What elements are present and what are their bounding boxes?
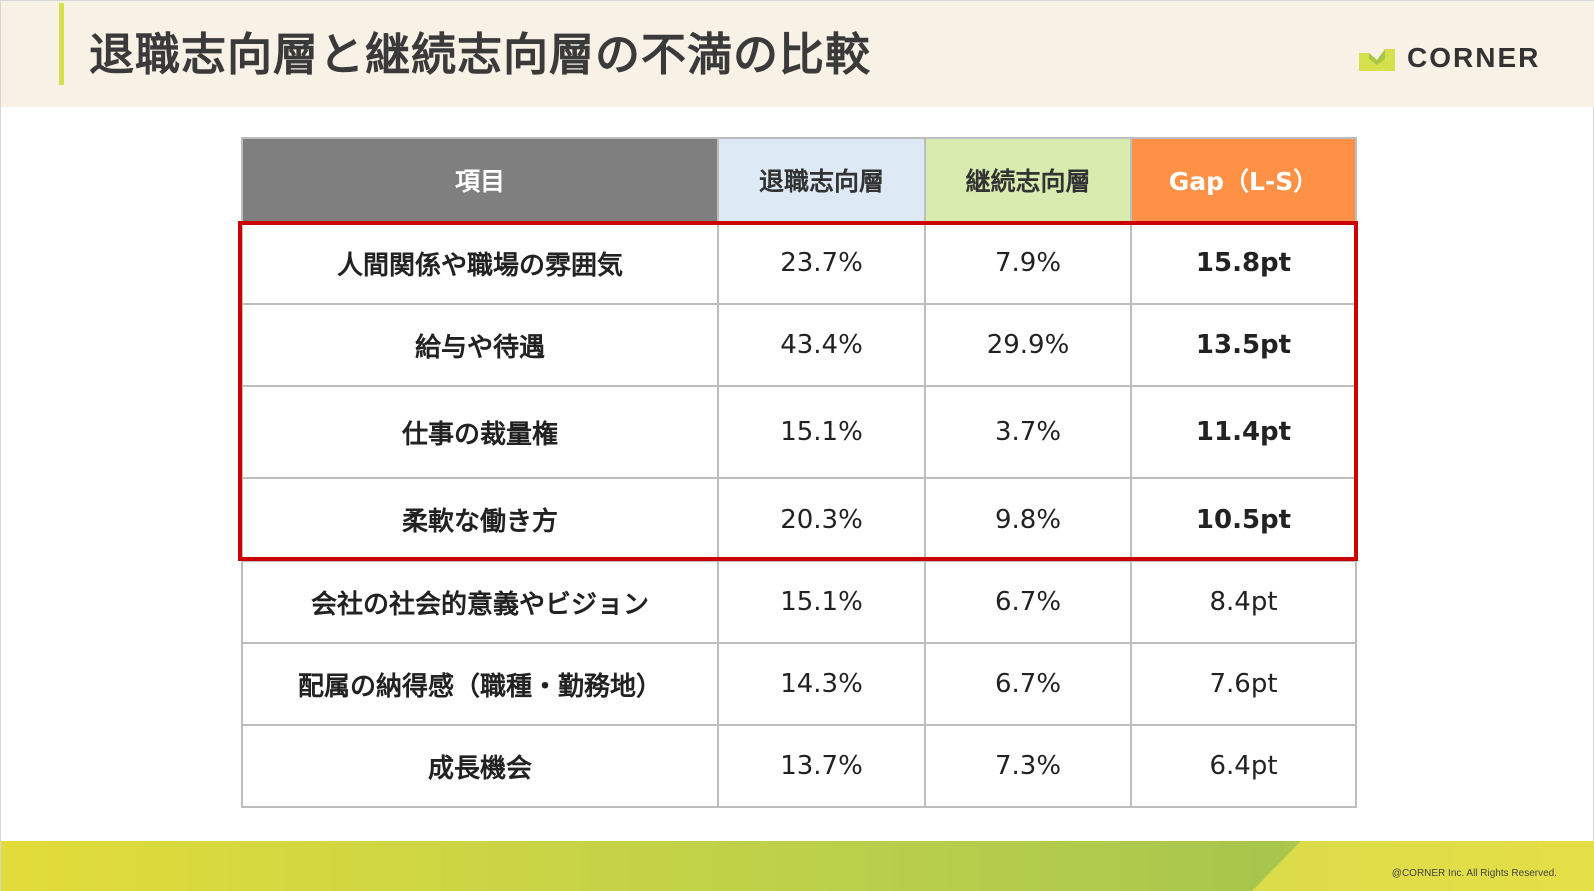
copyright-text: @CORNER Inc. All Rights Reserved. bbox=[1391, 868, 1557, 879]
table-row: 配属の納得感（職種・勤務地） 14.3% 6.7% 7.6pt bbox=[241, 642, 1357, 726]
table-row: 会社の社会的意義やビジョン 15.1% 6.7% 8.4pt bbox=[241, 560, 1357, 644]
stay-value: 9.8% bbox=[924, 477, 1132, 562]
header-stay-group: 継続志向層 bbox=[924, 137, 1132, 223]
item-cell: 人間関係や職場の雰囲気 bbox=[241, 221, 719, 305]
stay-value: 3.7% bbox=[924, 385, 1132, 479]
gap-value: 7.6pt bbox=[1130, 642, 1357, 726]
title-accent-bar bbox=[59, 3, 64, 85]
corner-logo-icon bbox=[1359, 49, 1395, 71]
item-cell: 会社の社会的意義やビジョン bbox=[241, 560, 719, 644]
logo-text: CORNER bbox=[1407, 42, 1541, 73]
header-bar: 退職志向層と継続志向層の不満の比較 CORNER bbox=[1, 1, 1594, 107]
table-row: 柔軟な働き方 20.3% 9.8% 10.5pt bbox=[241, 477, 1357, 562]
header-item: 項目 bbox=[241, 137, 719, 223]
gap-value: 15.8pt bbox=[1130, 221, 1357, 305]
leave-value: 14.3% bbox=[717, 642, 926, 726]
leave-value: 20.3% bbox=[717, 477, 926, 562]
leave-value: 43.4% bbox=[717, 303, 926, 387]
stay-value: 29.9% bbox=[924, 303, 1132, 387]
table-row: 成長機会 13.7% 7.3% 6.4pt bbox=[241, 724, 1357, 808]
item-cell: 配属の納得感（職種・勤務地） bbox=[241, 642, 719, 726]
stay-value: 6.7% bbox=[924, 560, 1132, 644]
header-gap: Gap（L-S） bbox=[1130, 137, 1357, 223]
table-header-row: 項目 退職志向層 継続志向層 Gap（L-S） bbox=[241, 137, 1357, 223]
item-cell: 給与や待遇 bbox=[241, 303, 719, 387]
comparison-table: 項目 退職志向層 継続志向層 Gap（L-S） 人間関係や職場の雰囲気 23.7… bbox=[241, 137, 1357, 808]
gap-value: 10.5pt bbox=[1130, 477, 1357, 562]
table-row: 仕事の裁量権 15.1% 3.7% 11.4pt bbox=[241, 385, 1357, 479]
gap-value: 13.5pt bbox=[1130, 303, 1357, 387]
stay-value: 7.9% bbox=[924, 221, 1132, 305]
leave-value: 15.1% bbox=[717, 385, 926, 479]
item-cell: 成長機会 bbox=[241, 724, 719, 808]
gap-value: 11.4pt bbox=[1130, 385, 1357, 479]
leave-value: 13.7% bbox=[717, 724, 926, 808]
footer-gradient-band bbox=[1, 841, 1594, 891]
leave-value: 23.7% bbox=[717, 221, 926, 305]
header-leave-group: 退職志向層 bbox=[717, 137, 926, 223]
page-title: 退職志向層と継続志向層の不満の比較 bbox=[89, 28, 872, 81]
gap-value: 8.4pt bbox=[1130, 560, 1357, 644]
stay-value: 6.7% bbox=[924, 642, 1132, 726]
stay-value: 7.3% bbox=[924, 724, 1132, 808]
item-cell: 柔軟な働き方 bbox=[241, 477, 719, 562]
item-cell: 仕事の裁量権 bbox=[241, 385, 719, 479]
corner-logo: CORNER bbox=[1359, 41, 1540, 75]
table-row: 人間関係や職場の雰囲気 23.7% 7.9% 15.8pt bbox=[241, 221, 1357, 305]
gap-value: 6.4pt bbox=[1130, 724, 1357, 808]
table-row: 給与や待遇 43.4% 29.9% 13.5pt bbox=[241, 303, 1357, 387]
leave-value: 15.1% bbox=[717, 560, 926, 644]
